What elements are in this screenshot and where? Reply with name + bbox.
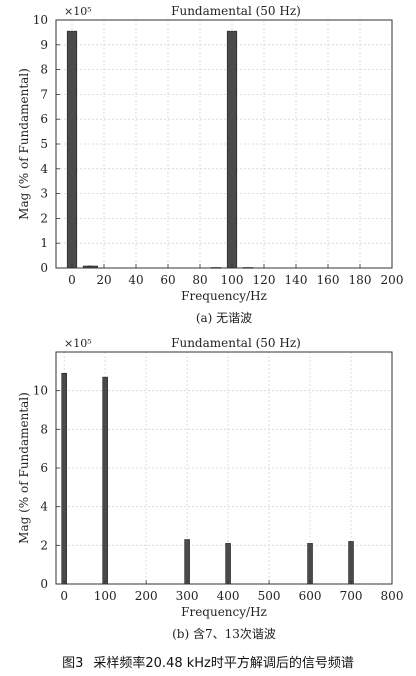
x-tick-label: 100 <box>94 589 117 603</box>
bar <box>66 30 78 269</box>
x-tick-label: 180 <box>349 273 372 287</box>
y-tick-label: 8 <box>40 422 48 436</box>
y-tick-label: 6 <box>40 112 48 126</box>
x-tick-label: 800 <box>381 589 404 603</box>
x-tick-label: 0 <box>68 273 76 287</box>
x-tick-label: 60 <box>160 273 175 287</box>
x-tick-label: 400 <box>217 589 240 603</box>
x-tick-label: 120 <box>253 273 276 287</box>
bar <box>61 372 67 585</box>
x-tick-label: 140 <box>285 273 308 287</box>
x-tick-label: 200 <box>135 589 158 603</box>
y-tick-label: 2 <box>40 538 48 552</box>
x-tick-label: 300 <box>176 589 199 603</box>
bar <box>102 376 108 585</box>
bar <box>225 543 231 585</box>
subcaption: (b) 含7、13次谐波 <box>172 626 276 641</box>
x-tick-label: 500 <box>258 589 281 603</box>
x-axis-label: Frequency/Hz <box>181 289 267 303</box>
chart-b: 0 100 200 300 400 500 600 700 800 0 2 4 6 8 10 ×10⁵ Fund… <box>17 336 403 641</box>
bar <box>348 541 354 585</box>
bar <box>307 543 313 585</box>
figure-label: 图3 <box>62 656 84 671</box>
x-tick-label: 200 <box>381 273 404 287</box>
x-axis-label: Frequency/Hz <box>181 605 267 619</box>
x-tick-label: 600 <box>299 589 322 603</box>
y-axis-label: Mag (% of Fundamental) <box>17 68 31 220</box>
chart-a: 0 20 40 60 80 100 120 140 160 180 200 0 1 2 3 4 5 6 7 8 9 10 ×… <box>17 4 403 325</box>
y-tick-label: 8 <box>40 63 48 77</box>
y-axis-label: Mag (% of Fundamental) <box>17 392 31 544</box>
subcaption: (a) 无谐波 <box>196 311 252 325</box>
x-tick-label: 0 <box>60 589 68 603</box>
y-tick-label: 0 <box>40 261 48 275</box>
y-tick-label: 10 <box>33 13 48 27</box>
x-tick-label: 40 <box>128 273 143 287</box>
y-tick-label: 4 <box>40 500 48 514</box>
bar <box>184 539 190 585</box>
bar <box>226 30 238 269</box>
y-tick-label: 9 <box>40 38 48 52</box>
y-tick-label: 7 <box>40 87 48 101</box>
chart-title: Fundamental (50 Hz) <box>171 4 301 18</box>
y-tick-label: 2 <box>40 211 48 225</box>
y-tick-label: 6 <box>40 461 48 475</box>
y-multiplier: ×10⁵ <box>64 5 92 18</box>
y-tick-label: 4 <box>40 162 48 176</box>
y-tick-label: 0 <box>40 577 48 591</box>
y-tick-label: 1 <box>40 236 48 250</box>
y-tick-label: 10 <box>33 384 48 398</box>
y-tick-label: 3 <box>40 187 48 201</box>
x-tick-label: 700 <box>340 589 363 603</box>
figure-caption: 图3 采样频率20.48 kHz时平方解调后的信号频谱 <box>0 652 416 671</box>
y-tick-label: 5 <box>40 137 48 151</box>
x-tick-label: 80 <box>192 273 207 287</box>
x-tick-label: 20 <box>96 273 111 287</box>
figure-caption-text: 采样频率20.48 kHz时平方解调后的信号频谱 <box>93 656 354 671</box>
x-tick-label: 160 <box>317 273 340 287</box>
y-multiplier: ×10⁵ <box>64 337 92 350</box>
chart-title: Fundamental (50 Hz) <box>171 336 301 350</box>
x-tick-label: 100 <box>221 273 244 287</box>
